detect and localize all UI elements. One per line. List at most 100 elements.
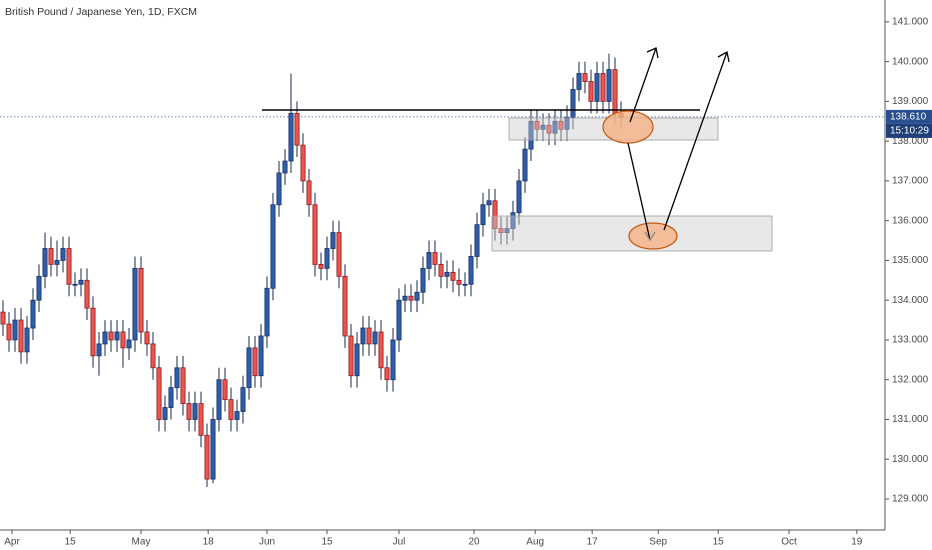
candle-body	[396, 299, 402, 341]
candle-body	[582, 73, 588, 82]
y-tick-label: 134.000	[892, 295, 929, 306]
candle-body	[342, 275, 348, 337]
candle-body	[48, 248, 54, 265]
candle-body	[234, 411, 240, 420]
candle-body	[12, 319, 18, 341]
highlight-ellipse	[602, 110, 654, 144]
y-tick-label: 139.000	[892, 96, 929, 107]
candle-body	[558, 120, 564, 130]
candle-body	[30, 299, 36, 329]
candle-body	[42, 248, 48, 277]
x-tick-label: Oct	[781, 537, 797, 548]
countdown-box	[886, 123, 932, 138]
candle-body	[408, 295, 414, 301]
candle-body	[318, 264, 324, 269]
x-tick-label: 18	[203, 537, 215, 548]
candle-body	[360, 327, 366, 345]
candle-body	[264, 287, 270, 337]
candle-body	[114, 331, 120, 341]
candle-body	[384, 367, 390, 381]
candle-body	[540, 124, 546, 130]
arrows	[627, 47, 730, 242]
candle-body	[450, 271, 456, 281]
candle-body	[552, 120, 558, 134]
candle-body	[204, 434, 210, 480]
x-tick-label: Jun	[259, 537, 275, 548]
y-tick-label: 130.000	[892, 454, 929, 465]
candle-body	[168, 387, 174, 408]
countdown-label: 15:10:29	[890, 126, 929, 137]
y-tick-label: 131.000	[892, 414, 929, 425]
candle-body	[240, 387, 246, 412]
candle-body	[276, 172, 282, 206]
candle-body	[576, 73, 582, 90]
candle-body	[432, 252, 438, 265]
x-tick-label: Apr	[4, 537, 20, 548]
candle-body	[348, 335, 354, 377]
y-tick-label: 132.000	[892, 374, 929, 385]
candle-body	[6, 323, 12, 341]
x-tick-label: Aug	[526, 537, 544, 548]
candle-body	[456, 279, 462, 285]
candle-body	[300, 144, 306, 182]
candle-body	[102, 331, 108, 345]
y-tick-label: 141.000	[892, 17, 929, 28]
candle-body	[492, 200, 498, 230]
y-tick-label: 135.000	[892, 255, 929, 266]
candle-body	[24, 327, 30, 353]
candle-body	[84, 279, 90, 309]
candle-body	[330, 232, 336, 249]
candle-body	[534, 120, 540, 130]
candle-body	[126, 339, 132, 349]
candle-body	[612, 69, 618, 114]
candle-body	[510, 212, 516, 230]
candle-body	[18, 319, 24, 353]
candle-body	[306, 180, 312, 206]
candle-body	[216, 379, 222, 420]
price-label-box	[886, 109, 932, 124]
x-tick-label: 17	[587, 537, 599, 548]
candle-body	[354, 343, 360, 377]
candle-body	[96, 343, 102, 357]
candle-body	[252, 347, 258, 377]
candle-body	[156, 367, 162, 420]
candle-body	[378, 331, 384, 369]
x-tick-label: May	[132, 537, 151, 548]
arrow	[627, 142, 651, 241]
y-tick-label: 140.000	[892, 56, 929, 67]
candle-body	[570, 89, 576, 118]
candle-body	[390, 339, 396, 381]
candle-body	[372, 331, 378, 345]
candle-body	[414, 291, 420, 301]
candle-body	[402, 295, 408, 301]
x-tick-label: 15	[321, 537, 333, 548]
candle-body	[60, 248, 66, 261]
candle-body	[78, 279, 84, 285]
arrowhead	[644, 231, 656, 242]
candle-body	[120, 331, 126, 349]
candle-body	[150, 343, 156, 369]
candle-body	[522, 148, 528, 182]
candle-body	[486, 200, 492, 206]
candle-body	[420, 267, 426, 293]
y-tick-label: 137.000	[892, 176, 929, 187]
candle-body	[174, 367, 180, 389]
candle-body	[90, 307, 96, 357]
candle-body	[144, 331, 150, 345]
drawings	[262, 47, 773, 252]
arrow	[629, 47, 659, 123]
candle-body	[210, 419, 216, 480]
x-tick-label: Sep	[649, 537, 667, 548]
candle-body	[138, 267, 144, 333]
candle-body	[108, 331, 114, 341]
y-tick-label: 133.000	[892, 335, 929, 346]
arrow	[663, 50, 730, 231]
candle-body	[294, 112, 300, 146]
candle-body	[606, 69, 612, 102]
y-tick-label: 138.000	[892, 136, 929, 147]
candle-body	[462, 283, 468, 286]
candle-body	[504, 228, 510, 233]
